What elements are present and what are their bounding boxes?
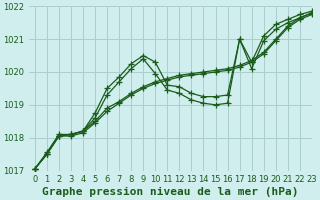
- X-axis label: Graphe pression niveau de la mer (hPa): Graphe pression niveau de la mer (hPa): [42, 187, 299, 197]
